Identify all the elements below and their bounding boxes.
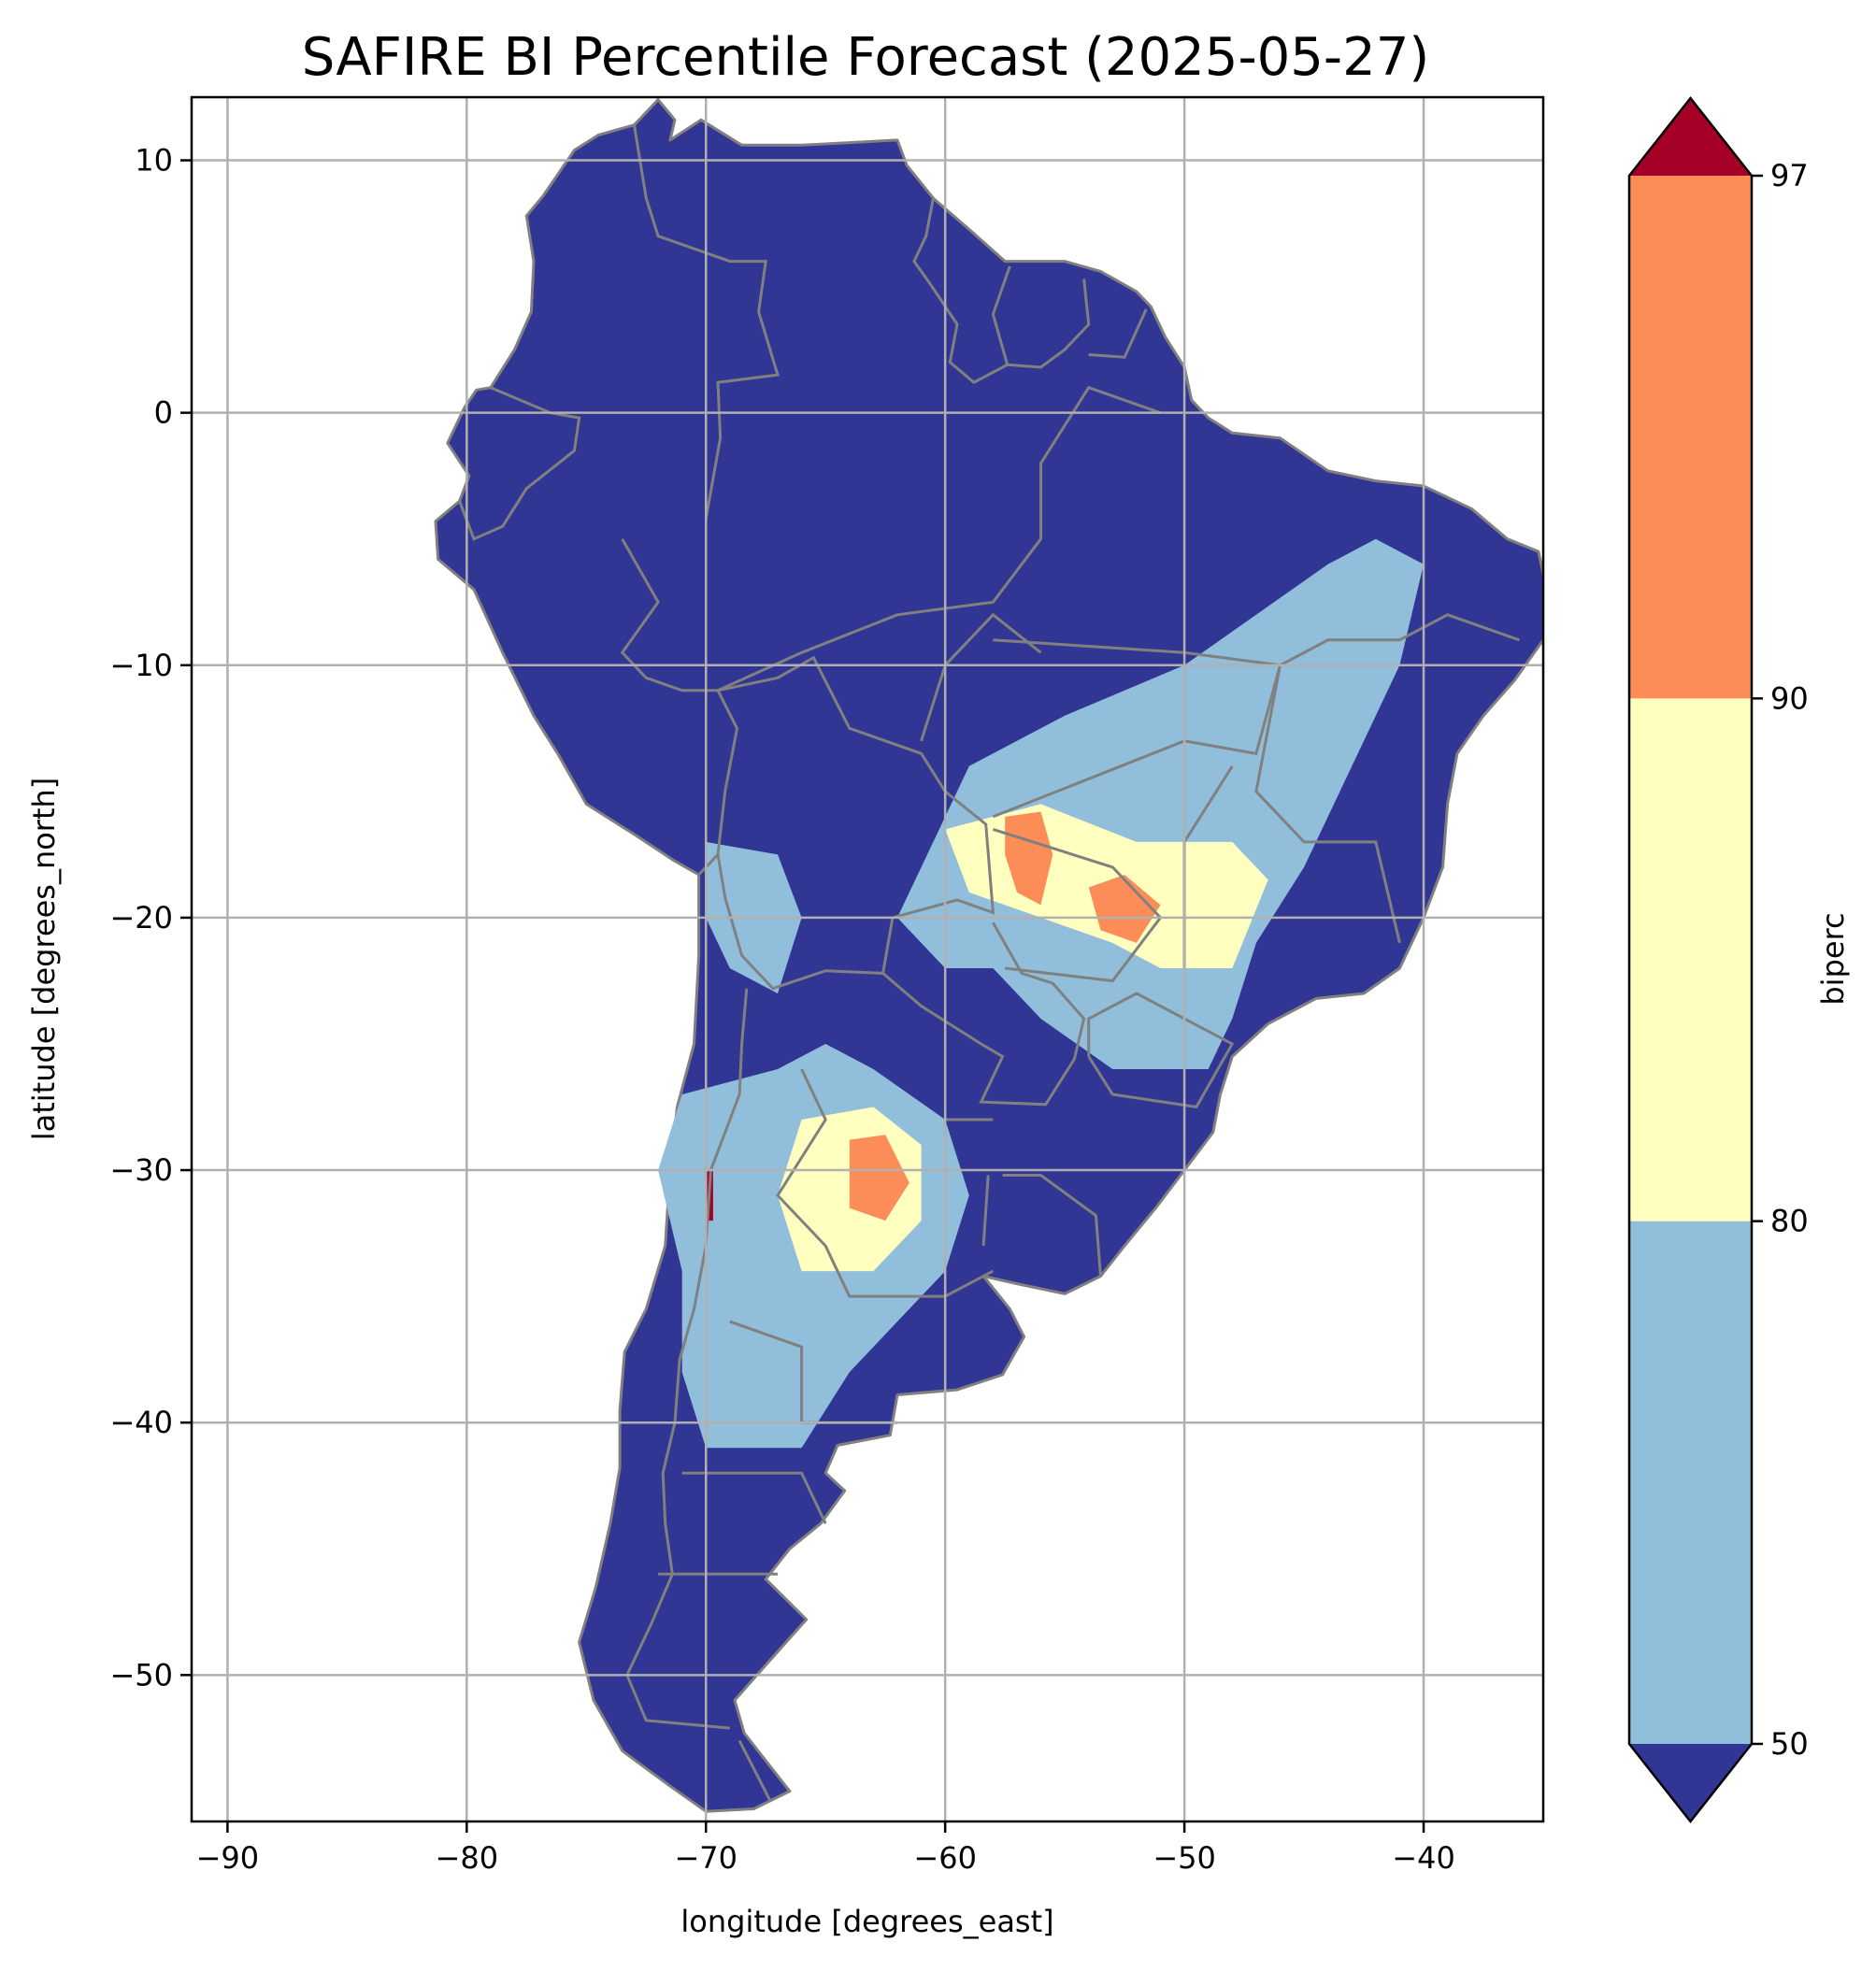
x-tick-label: −90 bbox=[196, 1840, 260, 1876]
region-hotspot-2 bbox=[1088, 875, 1161, 943]
region-hotspot-1 bbox=[1005, 811, 1053, 906]
x-tick-label: −60 bbox=[913, 1840, 977, 1876]
colorbar-segment bbox=[1629, 1221, 1752, 1744]
border-line bbox=[1087, 992, 1235, 1109]
border-line bbox=[992, 638, 1282, 819]
border-line bbox=[1254, 664, 1401, 944]
region-hotspot-3 bbox=[849, 1135, 909, 1221]
percentile-regions bbox=[658, 538, 1424, 1449]
map-title: SAFIRE BI Percentile Forecast (2025-05-2… bbox=[302, 27, 1429, 88]
x-axis-ticks: −90 −80 −70 −60 −50 −40 bbox=[196, 1821, 1455, 1876]
border-line bbox=[912, 197, 1091, 384]
border-line bbox=[620, 537, 739, 877]
x-tick-label: −50 bbox=[1153, 1840, 1216, 1876]
border-line bbox=[991, 265, 1011, 365]
x-axis-label: longitude [degrees_east] bbox=[680, 1904, 1053, 1939]
colorbar-tick-label: 50 bbox=[1770, 1726, 1809, 1762]
y-tick-label: −10 bbox=[109, 648, 173, 683]
x-tick-label: −40 bbox=[1392, 1840, 1455, 1876]
border-line bbox=[881, 921, 1086, 1107]
colorbar-segment bbox=[1629, 698, 1752, 1221]
border-line bbox=[981, 1175, 990, 1247]
x-tick-label: −80 bbox=[436, 1840, 499, 1876]
border-line bbox=[1002, 1174, 1102, 1277]
x-tick-label: −70 bbox=[674, 1840, 738, 1876]
y-axis-ticks: 10 0 −10 −20 −30 −40 −50 bbox=[109, 143, 192, 1692]
region-central-brazil bbox=[897, 538, 1424, 1069]
colorbar-label: biperc bbox=[1815, 912, 1851, 1005]
y-tick-label: 0 bbox=[154, 395, 173, 431]
border-line bbox=[738, 1739, 772, 1803]
y-tick-label: −40 bbox=[109, 1405, 173, 1440]
border-line bbox=[681, 1471, 827, 1524]
border-line bbox=[1279, 613, 1520, 667]
colorbar-tick-label: 80 bbox=[1770, 1204, 1809, 1239]
colorbar: 50 80 90 97 bbox=[1627, 95, 1809, 1824]
colorbar-extend-over bbox=[1629, 98, 1752, 176]
y-tick-label: −30 bbox=[109, 1152, 173, 1188]
border-line bbox=[717, 385, 1161, 693]
border-line bbox=[920, 612, 1042, 742]
colorbar-tick-label: 90 bbox=[1770, 680, 1809, 716]
y-tick-label: −20 bbox=[109, 900, 173, 936]
border-line bbox=[716, 655, 995, 991]
y-axis-label: latitude [degrees_north] bbox=[26, 778, 62, 1141]
gridlines bbox=[192, 97, 1543, 1821]
y-tick-label: 10 bbox=[135, 143, 173, 179]
colorbar-extend-under bbox=[1629, 1744, 1752, 1821]
y-tick-label: −50 bbox=[109, 1657, 173, 1692]
plot-frame bbox=[190, 95, 1545, 1823]
border-line bbox=[633, 124, 780, 520]
border-line bbox=[1088, 308, 1148, 359]
map-layer bbox=[192, 97, 1543, 1821]
colorbar-tick-label: 97 bbox=[1770, 158, 1809, 193]
colorbar-segment bbox=[1629, 176, 1752, 699]
